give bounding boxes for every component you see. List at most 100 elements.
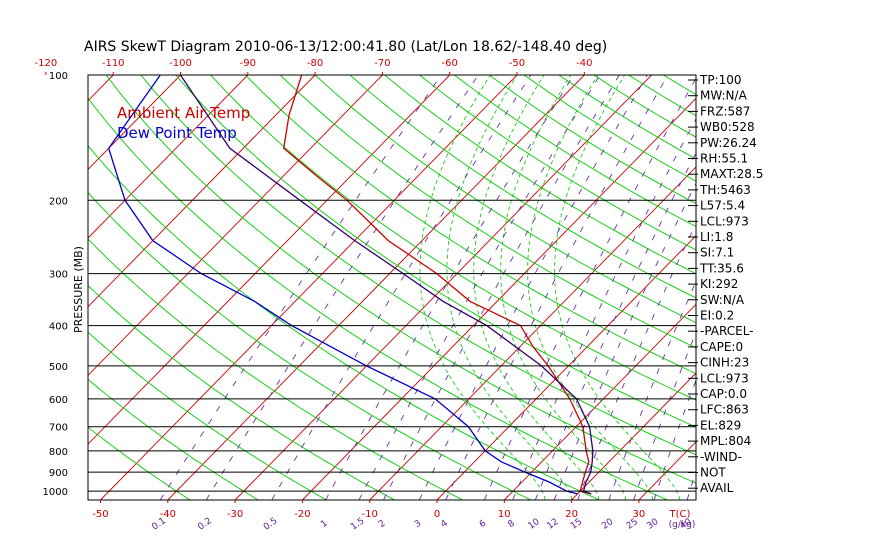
stability-index-item: RH:55.1 xyxy=(700,152,748,166)
dry-adiabat-line xyxy=(88,378,259,500)
mixing-ratio-line xyxy=(534,152,696,500)
stability-index-item: LFC:863 xyxy=(700,403,749,417)
dry-adiabat-line xyxy=(384,75,696,275)
top-temp-tick-label: -70 xyxy=(374,58,390,69)
dry-adiabat-line xyxy=(419,75,696,251)
pressure-tick-label: 700 xyxy=(49,423,68,434)
dry-adiabat-line xyxy=(88,191,532,500)
pressure-tick-label: 200 xyxy=(49,196,68,207)
stability-index-item: TH:5463 xyxy=(699,183,751,197)
isotherm-line xyxy=(571,372,696,500)
isotherm-line xyxy=(841,75,870,500)
isotherm-line xyxy=(503,303,696,500)
mixing-ratio-unit: (g/kg) xyxy=(669,520,696,530)
stability-index-item: CAPE:0 xyxy=(700,340,743,354)
stability-index-item: -PARCEL- xyxy=(700,324,754,338)
dry-adiabat-line xyxy=(314,75,696,324)
stability-index-item: KI:292 xyxy=(700,277,738,291)
mixing-ratio-label: 20 xyxy=(600,517,615,532)
dry-adiabat-line xyxy=(140,75,696,456)
grid-lines xyxy=(0,75,870,500)
pressure-tick-label: 400 xyxy=(49,322,68,333)
mixing-ratio-label: 10 xyxy=(527,517,542,532)
dry-adiabat-line xyxy=(245,75,696,375)
top-temp-tick-label: -80 xyxy=(307,58,323,69)
mixing-ratio-line xyxy=(383,75,620,500)
bottom-temp-tick-label: 0 xyxy=(434,509,440,520)
top-temp-tick-label: -100 xyxy=(169,58,192,69)
mixing-ratio-line xyxy=(512,118,696,500)
stability-index-item: L57:5.4 xyxy=(700,199,745,213)
moist-adiabat-line xyxy=(419,75,546,500)
moist-adiabat-line xyxy=(473,75,600,500)
mixing-ratio-label: 2 xyxy=(377,519,387,530)
chart-title: AIRS SkewT Diagram 2010-06-13/12:00:41.8… xyxy=(84,39,607,55)
mixing-ratio-label: 3 xyxy=(413,519,423,530)
isotherm-line xyxy=(88,75,451,445)
moist-adiabat-line xyxy=(527,75,653,500)
moist-adiabat-line xyxy=(446,75,573,500)
stability-index-item: MW:N/A xyxy=(700,89,748,103)
bottom-temp-tick-label: 10 xyxy=(498,509,511,520)
mixing-ratio-label: 30 xyxy=(645,517,660,532)
top-temp-tick-label: -40 xyxy=(576,58,592,69)
dry-adiabat-line xyxy=(88,145,600,500)
mixing-ratio-line xyxy=(553,182,696,500)
dry-adiabat-line xyxy=(210,75,696,401)
mixing-ratio-label: 1 xyxy=(319,519,329,530)
stability-index-item: TP:100 xyxy=(699,73,742,87)
mixing-ratio-line xyxy=(271,75,532,500)
mixing-ratio-label: 6 xyxy=(478,518,489,530)
mixing-ratio-label: 4 xyxy=(439,518,450,530)
stability-index-item: EI:0.2 xyxy=(700,309,734,323)
pressure-tick-label: 100 xyxy=(49,71,68,82)
top-temp-tick-label: -50 xyxy=(509,58,525,69)
bottom-temp-tick-label: -30 xyxy=(227,509,243,520)
top-temp-tick-label: -90 xyxy=(240,58,256,69)
pressure-tick-label: 900 xyxy=(49,468,68,479)
isotherm-line xyxy=(88,75,249,239)
mixing-ratio-label: 12 xyxy=(545,517,560,532)
stability-index-item: MPL:804 xyxy=(700,434,751,448)
temp-unit-label: T(C) xyxy=(669,509,691,520)
bottom-temp-tick-label: -20 xyxy=(294,509,310,520)
mixing-ratio-line xyxy=(159,75,442,500)
stability-index-item: LCL:973 xyxy=(700,371,749,385)
isotherm-line xyxy=(0,75,46,500)
top-temp-tick-label: -120 xyxy=(35,58,58,69)
pressure-tick-label: 600 xyxy=(49,395,68,406)
bottom-temp-tick-label: -10 xyxy=(362,509,378,520)
isotherm-line xyxy=(100,75,518,500)
dry-adiabat-line xyxy=(88,426,191,500)
parcel-path-line xyxy=(179,75,594,495)
dry-adiabat-line xyxy=(663,75,696,95)
isotherm-line xyxy=(436,235,696,500)
isotherm-line xyxy=(88,75,383,377)
legend-ambient-air-temp: Ambient Air Temp xyxy=(117,104,250,122)
mixing-ratio-line xyxy=(418,75,648,500)
dry-adiabat-line xyxy=(523,75,696,182)
y-axis-label: PRESSURE (MB) xyxy=(72,246,85,333)
isotherm-line xyxy=(234,75,652,500)
mixing-ratio-line xyxy=(445,75,669,500)
stability-index-item: MAXT:28.5 xyxy=(700,167,763,181)
stability-index-item: CAP:0.0 xyxy=(700,387,747,401)
dry-adiabat-line xyxy=(88,97,668,500)
isotherm-line xyxy=(302,97,696,500)
mixing-ratio-line xyxy=(483,77,696,500)
stability-index-item: LI:1.8 xyxy=(700,230,733,244)
dry-adiabat-line xyxy=(105,75,696,484)
pressure-tick-label: 1000 xyxy=(43,487,68,498)
dew-point-temp-line xyxy=(107,75,578,495)
bottom-temp-tick-label: 30 xyxy=(633,509,646,520)
mixing-ratio-label: 8 xyxy=(506,518,517,530)
stability-index-item: EL:829 xyxy=(700,418,741,432)
dry-adiabat-line xyxy=(279,75,696,349)
stability-index-item: NOT xyxy=(700,466,726,480)
stability-index-item: LCL:973 xyxy=(700,214,749,228)
bottom-temp-tick-label: 20 xyxy=(565,509,578,520)
isotherm-line xyxy=(774,75,870,500)
bottom-temp-tick-label: -50 xyxy=(92,509,108,520)
